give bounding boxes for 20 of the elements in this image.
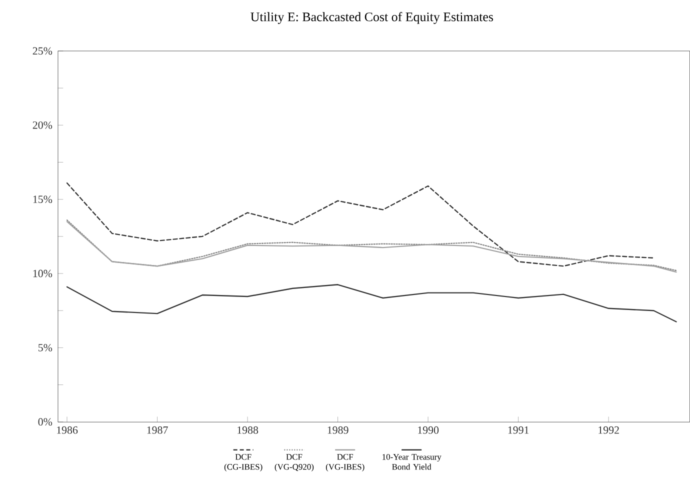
y-tick-label: 15% [33,196,52,204]
y-tick-label: 10% [33,270,52,278]
legend-label: DCF (VG-IBES) [326,454,364,472]
legend-label: DCF (CG-IBES) [224,454,262,472]
chart-title: Utility E: Backcasted Cost of Equity Estimates [250,12,494,24]
x-tick-label: 1989 [328,426,348,434]
x-tick-label: 1992 [598,426,619,434]
x-tick-label: 1990 [418,426,439,434]
y-tick-label: 25% [32,47,52,55]
x-tick-label: 1986 [57,426,78,434]
legend-label: DCF (VG-Q920) [274,454,314,472]
y-tick-label: 20% [32,122,52,129]
y-tick-label: 0% [38,418,52,426]
line-series [66,182,654,267]
line-series [66,284,677,322]
legend-label: 10-Year Treasury Bond Yield [382,454,442,470]
x-tick-label: 1987 [147,426,168,434]
x-tick-label: 1991 [508,426,529,434]
y-tick-label: 5% [38,344,52,352]
x-tick-label: 1988 [238,426,258,434]
